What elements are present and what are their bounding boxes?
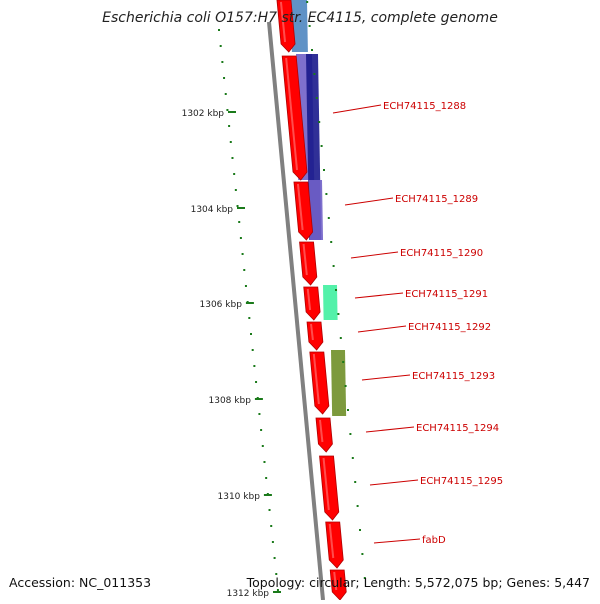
blast-hit-6 (331, 350, 347, 416)
gene-leader-8 (369, 479, 419, 486)
cds-highlight-3 (296, 183, 304, 231)
gene-leader-6 (361, 374, 411, 381)
cds-arrow-10 (325, 521, 344, 569)
gene-leader-3 (350, 251, 399, 259)
scale-label-3: 1306 kbp (200, 300, 243, 310)
cds-highlight-11 (333, 571, 338, 591)
gene-label-1: ECH74115_1288 (383, 101, 466, 112)
cds-highlight-5 (306, 288, 312, 311)
cds-highlight-7 (312, 353, 320, 405)
gene-label-3: ECH74115_1290 (400, 248, 483, 259)
cds-highlight-2 (285, 57, 299, 171)
gene-leader-4 (354, 292, 404, 299)
cds-arrow-9 (319, 455, 340, 521)
cds-arrow-8 (315, 417, 333, 453)
gene-label-6: ECH74115_1293 (412, 371, 495, 382)
scale-label-2: 1304 kbp (191, 205, 234, 215)
genome-summary: Topology: circular; Length: 5,572,075 bp… (246, 575, 590, 590)
cds-arrow-4 (299, 241, 318, 286)
scale-label-6: 1312 kbp (227, 589, 270, 599)
blast-hit-4 (309, 180, 324, 240)
blast-hit-1 (291, 0, 308, 52)
cds-highlight-8 (319, 419, 324, 443)
cds-arrow-7 (309, 351, 330, 415)
cds-highlight-1 (279, 1, 287, 43)
gene-leader-1 (332, 104, 382, 114)
cds-arrow-6 (306, 321, 324, 351)
cds-highlight-9 (322, 457, 330, 511)
gene-leader-7 (365, 426, 415, 433)
scale-label-1: 1302 kbp (182, 109, 225, 119)
scale-label-4: 1308 kbp (209, 396, 252, 406)
gene-label-2: ECH74115_1289 (395, 194, 478, 205)
gene-label-5: ECH74115_1292 (408, 322, 491, 333)
gene-label-7: ECH74115_1294 (416, 423, 499, 434)
gene-leader-9 (373, 538, 421, 544)
cds-highlight-4 (302, 243, 308, 276)
accession-label: Accession: NC_011353 (9, 575, 152, 590)
scale-label-5: 1310 kbp (218, 492, 261, 502)
blast-hit-5 (323, 285, 338, 320)
gene-leader-5 (357, 325, 407, 333)
cds-highlight-6 (310, 323, 314, 341)
gene-label-8: ECH74115_1295 (420, 476, 503, 487)
gene-leader-2 (344, 197, 394, 206)
cds-arrow-5 (303, 286, 321, 321)
map-title: Escherichia coli O157:H7 str. EC4115, co… (102, 10, 498, 26)
gene-label-9: fabD (422, 535, 446, 546)
cds-highlight-10 (328, 523, 335, 559)
gene-label-4: ECH74115_1291 (405, 289, 488, 300)
genome-backbone (267, 21, 325, 601)
